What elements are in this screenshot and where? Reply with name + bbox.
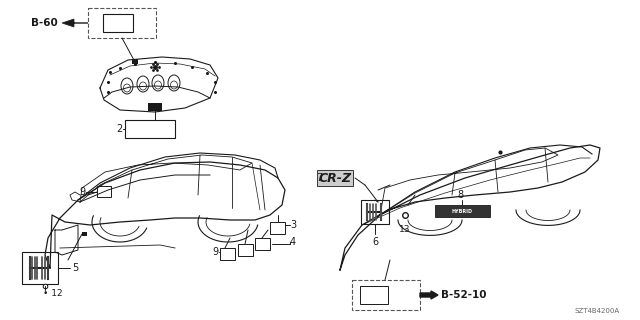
Bar (82, 232, 87, 236)
Bar (360, 286, 388, 304)
Text: B-60: B-60 (31, 18, 58, 28)
Bar (220, 248, 235, 260)
Bar (97, 186, 111, 197)
Bar (238, 244, 253, 256)
Text: • 12: • 12 (43, 289, 63, 298)
Text: 6: 6 (372, 237, 378, 247)
Text: 5: 5 (72, 263, 78, 273)
Bar (125, 120, 175, 138)
Bar (22, 252, 58, 284)
Text: 2: 2 (116, 124, 122, 134)
Text: HYBRID: HYBRID (451, 209, 472, 213)
Bar (270, 222, 285, 234)
Bar (132, 59, 138, 64)
Text: 3: 3 (290, 220, 296, 230)
Text: 4: 4 (290, 237, 296, 247)
FancyArrow shape (420, 291, 438, 299)
Text: SZT4B4200A: SZT4B4200A (575, 308, 620, 314)
Text: 9: 9 (79, 187, 85, 197)
Text: CR-Z: CR-Z (319, 172, 351, 185)
Bar (88, 8, 156, 38)
Bar (435, 205, 490, 217)
Bar (255, 238, 270, 250)
Polygon shape (62, 19, 88, 27)
Bar (148, 103, 162, 111)
Text: 8: 8 (457, 190, 463, 200)
Bar (352, 280, 420, 310)
Text: 9: 9 (212, 247, 218, 257)
Text: B-52-10: B-52-10 (441, 290, 486, 300)
Bar (103, 14, 133, 32)
Bar (361, 200, 389, 224)
Text: 13: 13 (399, 225, 411, 234)
Text: 7: 7 (316, 173, 322, 183)
